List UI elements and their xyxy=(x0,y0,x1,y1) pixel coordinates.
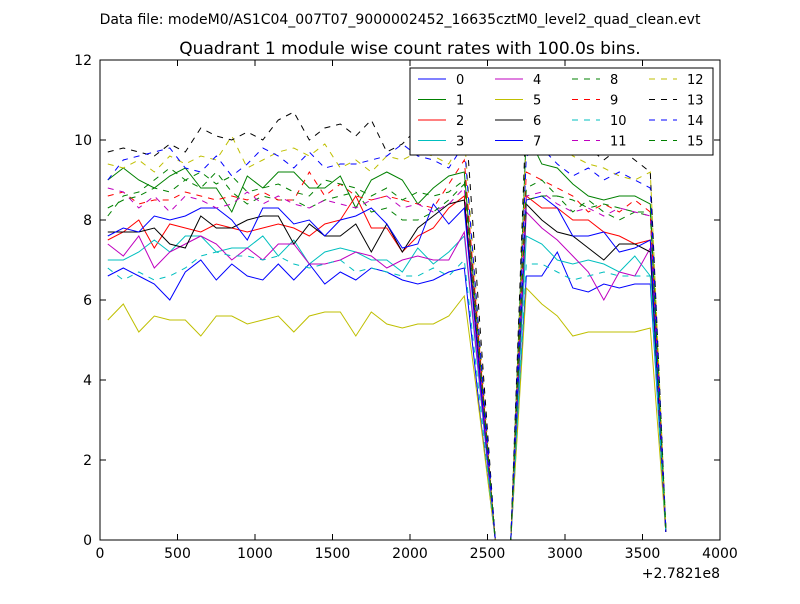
series-line-0 xyxy=(107,250,667,541)
legend-label-7: 7 xyxy=(533,135,541,150)
series-line-2 xyxy=(107,194,667,541)
figure-suptitle: Data file: modeM0/AS1C04_007T07_90000024… xyxy=(100,12,701,28)
chart-title: Quadrant 1 module wise count rates with … xyxy=(179,39,640,59)
y-tick-label: 12 xyxy=(74,53,92,69)
series-line-13 xyxy=(107,99,667,541)
series-line-8 xyxy=(107,167,667,541)
series-line-4 xyxy=(107,210,667,541)
series-line-6 xyxy=(107,199,667,541)
y-tick-label: 6 xyxy=(83,293,92,309)
series-line-9 xyxy=(107,158,667,541)
legend-label-8: 8 xyxy=(610,73,618,88)
x-offset-label: +2.7821e8 xyxy=(642,566,720,582)
legend-label-5: 5 xyxy=(533,94,541,109)
series-line-1 xyxy=(107,131,667,541)
x-tick-label: 2500 xyxy=(470,546,506,562)
series-line-5 xyxy=(107,286,667,541)
legend-label-14: 14 xyxy=(687,114,704,129)
x-tick-label: 3500 xyxy=(625,546,661,562)
x-tick-label: 0 xyxy=(96,546,105,562)
legend-label-0: 0 xyxy=(456,73,464,88)
legend-label-11: 11 xyxy=(610,135,627,150)
y-tick-label: 4 xyxy=(83,373,92,389)
x-tick-label: 1500 xyxy=(315,546,351,562)
legend-label-10: 10 xyxy=(610,114,627,129)
series-line-11 xyxy=(107,186,667,541)
y-tick-label: 2 xyxy=(83,453,92,469)
series-line-12 xyxy=(107,127,667,541)
x-tick-label: 2000 xyxy=(392,546,428,562)
series-line-3 xyxy=(107,234,667,541)
series-layer xyxy=(107,99,667,541)
legend-label-2: 2 xyxy=(456,114,464,129)
x-tick-label: 1000 xyxy=(237,546,273,562)
x-tick-label: 3000 xyxy=(547,546,583,562)
legend-label-13: 13 xyxy=(687,94,704,109)
axes: 0 500 1000 1500 2000 2500 3000 3500 400002468101… xyxy=(74,53,738,562)
legend-label-4: 4 xyxy=(533,73,541,88)
legend-label-1: 1 xyxy=(456,94,464,109)
series-line-14 xyxy=(107,142,667,541)
legend-label-9: 9 xyxy=(610,94,618,109)
x-tick-label: 4000 xyxy=(702,546,738,562)
y-tick-label: 8 xyxy=(83,213,92,229)
series-line-10 xyxy=(107,251,667,541)
legend-label-3: 3 xyxy=(456,135,464,150)
legend-label-15: 15 xyxy=(687,135,704,150)
series-line-15 xyxy=(107,171,667,541)
legend-label-12: 12 xyxy=(687,73,704,88)
y-tick-label: 10 xyxy=(74,133,92,149)
x-tick-label: 500 xyxy=(164,546,191,562)
legend-label-6: 6 xyxy=(533,114,541,129)
y-tick-label: 0 xyxy=(83,533,92,549)
series-line-7 xyxy=(107,195,667,541)
